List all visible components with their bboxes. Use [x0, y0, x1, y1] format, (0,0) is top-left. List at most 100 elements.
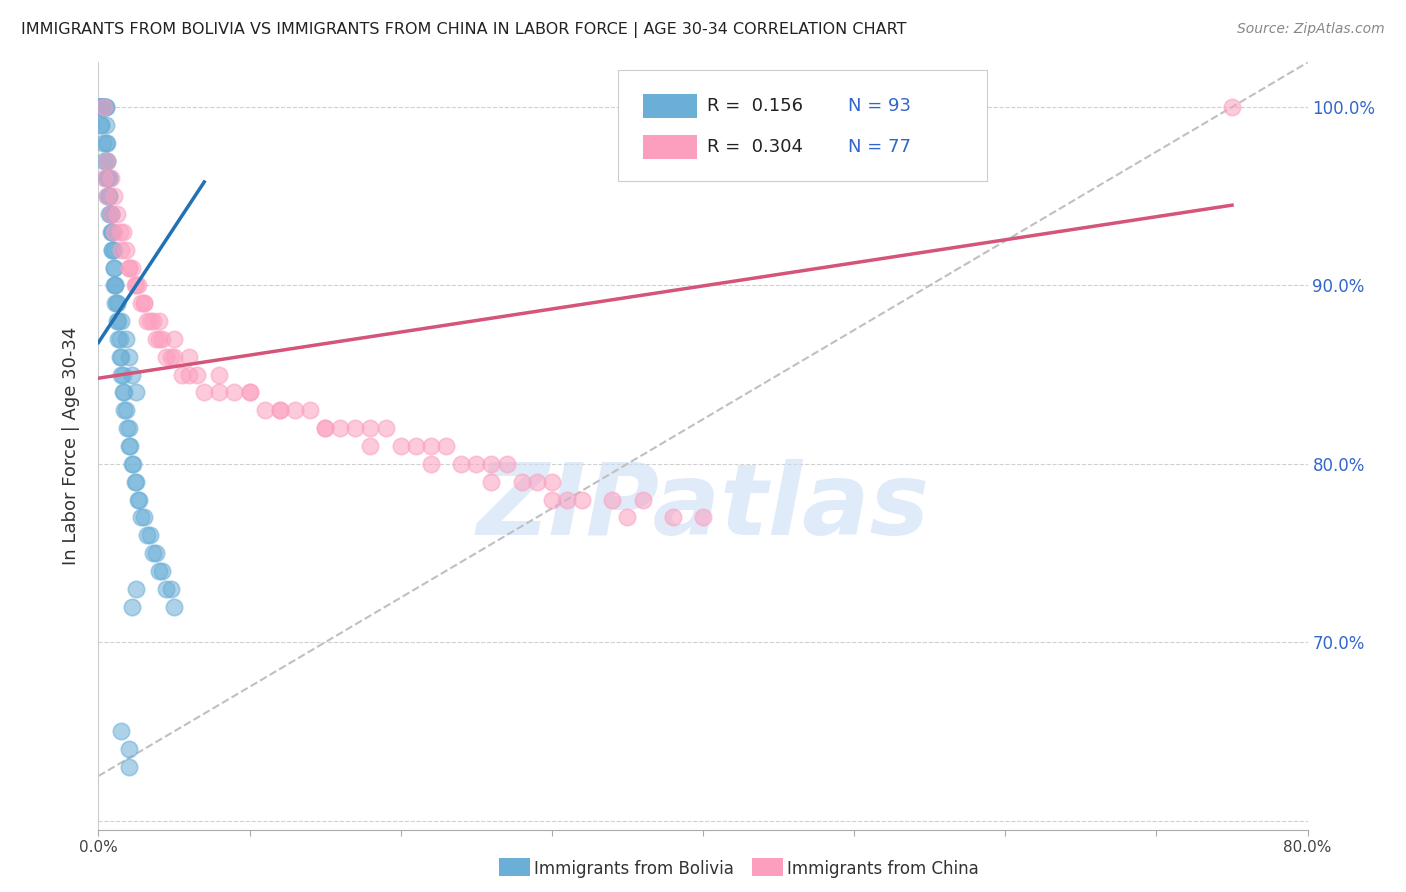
- Point: [124, 475, 146, 489]
- Point: [145, 332, 167, 346]
- Point: [111, 225, 134, 239]
- Point: [100, 207, 122, 221]
- Point: [132, 510, 155, 524]
- Point: [112, 385, 135, 400]
- Point: [631, 492, 654, 507]
- Point: [105, 296, 128, 310]
- Y-axis label: In Labor Force | Age 30-34: In Labor Force | Age 30-34: [62, 326, 80, 566]
- Point: [93, 100, 115, 114]
- Point: [105, 207, 128, 221]
- Point: [155, 350, 177, 364]
- Point: [360, 421, 382, 435]
- Point: [101, 225, 124, 239]
- Point: [118, 742, 141, 756]
- Text: Source: ZipAtlas.com: Source: ZipAtlas.com: [1237, 22, 1385, 37]
- Point: [481, 457, 503, 471]
- Point: [110, 724, 132, 739]
- Point: [96, 153, 118, 168]
- Point: [90, 118, 112, 132]
- Point: [93, 100, 115, 114]
- Point: [239, 385, 262, 400]
- Text: N = 77: N = 77: [848, 138, 911, 156]
- Point: [91, 100, 114, 114]
- Point: [239, 385, 262, 400]
- Point: [510, 475, 533, 489]
- Point: [100, 171, 122, 186]
- Text: Immigrants from Bolivia: Immigrants from Bolivia: [534, 860, 734, 878]
- Point: [253, 403, 276, 417]
- Point: [179, 350, 201, 364]
- Point: [135, 314, 157, 328]
- Point: [148, 314, 170, 328]
- Point: [160, 350, 183, 364]
- Point: [101, 225, 124, 239]
- Point: [103, 278, 125, 293]
- Point: [224, 385, 246, 400]
- Point: [89, 100, 111, 114]
- Point: [186, 368, 208, 382]
- Point: [94, 100, 117, 114]
- Point: [114, 243, 136, 257]
- Point: [90, 100, 112, 114]
- Point: [94, 118, 117, 132]
- Text: ZIPatlas: ZIPatlas: [477, 458, 929, 556]
- Point: [96, 153, 118, 168]
- Point: [465, 457, 488, 471]
- Point: [91, 100, 114, 114]
- Point: [155, 582, 177, 596]
- Point: [96, 153, 118, 168]
- Point: [114, 332, 136, 346]
- Point: [96, 189, 118, 203]
- Point: [108, 332, 131, 346]
- Point: [692, 510, 714, 524]
- Point: [129, 296, 152, 310]
- Point: [111, 368, 134, 382]
- Point: [94, 171, 117, 186]
- Point: [150, 332, 173, 346]
- Point: [89, 100, 111, 114]
- Point: [616, 510, 638, 524]
- Point: [329, 421, 352, 435]
- Point: [160, 582, 183, 596]
- Bar: [643, 135, 697, 159]
- Point: [103, 189, 125, 203]
- Point: [142, 314, 165, 328]
- Point: [114, 403, 136, 417]
- Point: [93, 153, 115, 168]
- Point: [132, 296, 155, 310]
- Point: [163, 599, 186, 614]
- Point: [90, 100, 112, 114]
- Point: [89, 100, 111, 114]
- Point: [125, 582, 148, 596]
- Text: R =  0.156: R = 0.156: [707, 97, 803, 115]
- Point: [118, 421, 141, 435]
- Point: [90, 118, 112, 132]
- Text: Immigrants from China: Immigrants from China: [787, 860, 979, 878]
- Point: [108, 225, 131, 239]
- Point: [100, 207, 122, 221]
- Point: [98, 171, 121, 186]
- Point: [105, 296, 128, 310]
- Point: [104, 278, 127, 293]
- Point: [103, 243, 125, 257]
- Point: [150, 564, 173, 578]
- Point: [555, 492, 578, 507]
- Point: [118, 439, 141, 453]
- Point: [108, 350, 131, 364]
- Point: [495, 457, 517, 471]
- Point: [389, 439, 412, 453]
- Point: [107, 314, 129, 328]
- Point: [103, 260, 125, 275]
- Point: [121, 368, 143, 382]
- Point: [314, 421, 336, 435]
- Point: [103, 225, 125, 239]
- Point: [110, 314, 132, 328]
- Point: [129, 510, 152, 524]
- Point: [284, 403, 307, 417]
- FancyBboxPatch shape: [619, 70, 987, 181]
- Point: [208, 368, 231, 382]
- Text: IMMIGRANTS FROM BOLIVIA VS IMMIGRANTS FROM CHINA IN LABOR FORCE | AGE 30-34 CORR: IMMIGRANTS FROM BOLIVIA VS IMMIGRANTS FR…: [21, 22, 907, 38]
- Point: [115, 421, 138, 435]
- Point: [100, 207, 122, 221]
- Point: [121, 599, 143, 614]
